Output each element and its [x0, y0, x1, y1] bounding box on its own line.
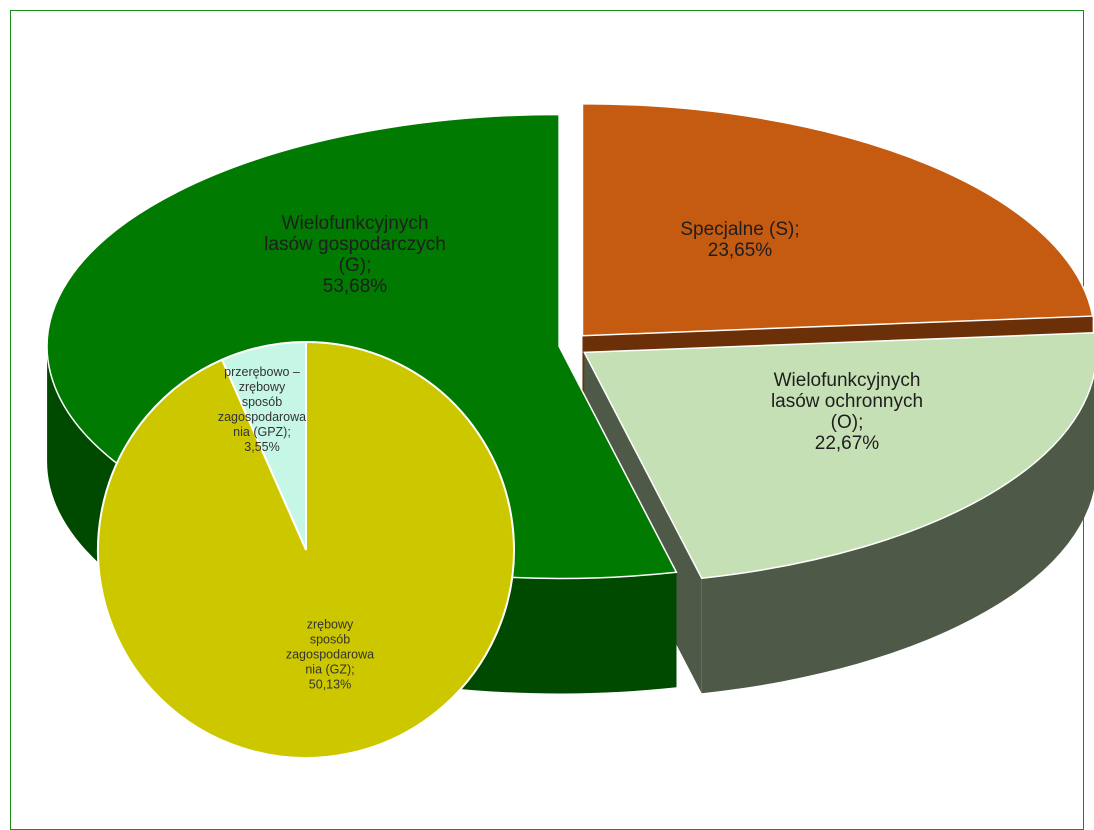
slice-label: zrębowy sposób zagospodarowania (GZ); 50,…	[285, 618, 375, 693]
pie-slice	[581, 102, 1094, 337]
label-text: zrębowy sposób zagospodarowania (GZ);	[285, 617, 375, 677]
slice-label: Wielofunkcyjnych lasów ochronnych (O); 22…	[752, 370, 942, 454]
label-text: Specjalne (S);	[680, 219, 800, 240]
label-text: Wielofunkcyjnych lasów gospodarczych (G)…	[264, 213, 446, 276]
label-text: 22,67%	[814, 433, 880, 454]
slice-label: przerębowo – zrębowy sposób zagospodarow…	[217, 365, 307, 455]
pie-inset	[97, 340, 515, 759]
label-text: 23,65%	[707, 240, 773, 261]
slice-label: Specjalne (S); 23,65%	[650, 219, 830, 261]
label-text: przerębowo – zrębowy sposób zagospodarow…	[217, 365, 307, 439]
label-text: 50,13%	[308, 677, 352, 692]
label-text: 3,55%	[244, 440, 280, 454]
label-text: 53,68%	[322, 276, 388, 297]
label-text: Wielofunkcyjnych lasów ochronnych (O);	[770, 370, 924, 433]
slice-label: Wielofunkcyjnych lasów gospodarczych (G)…	[260, 213, 450, 297]
pie-slice	[97, 340, 515, 759]
slice-side	[701, 374, 1094, 694]
